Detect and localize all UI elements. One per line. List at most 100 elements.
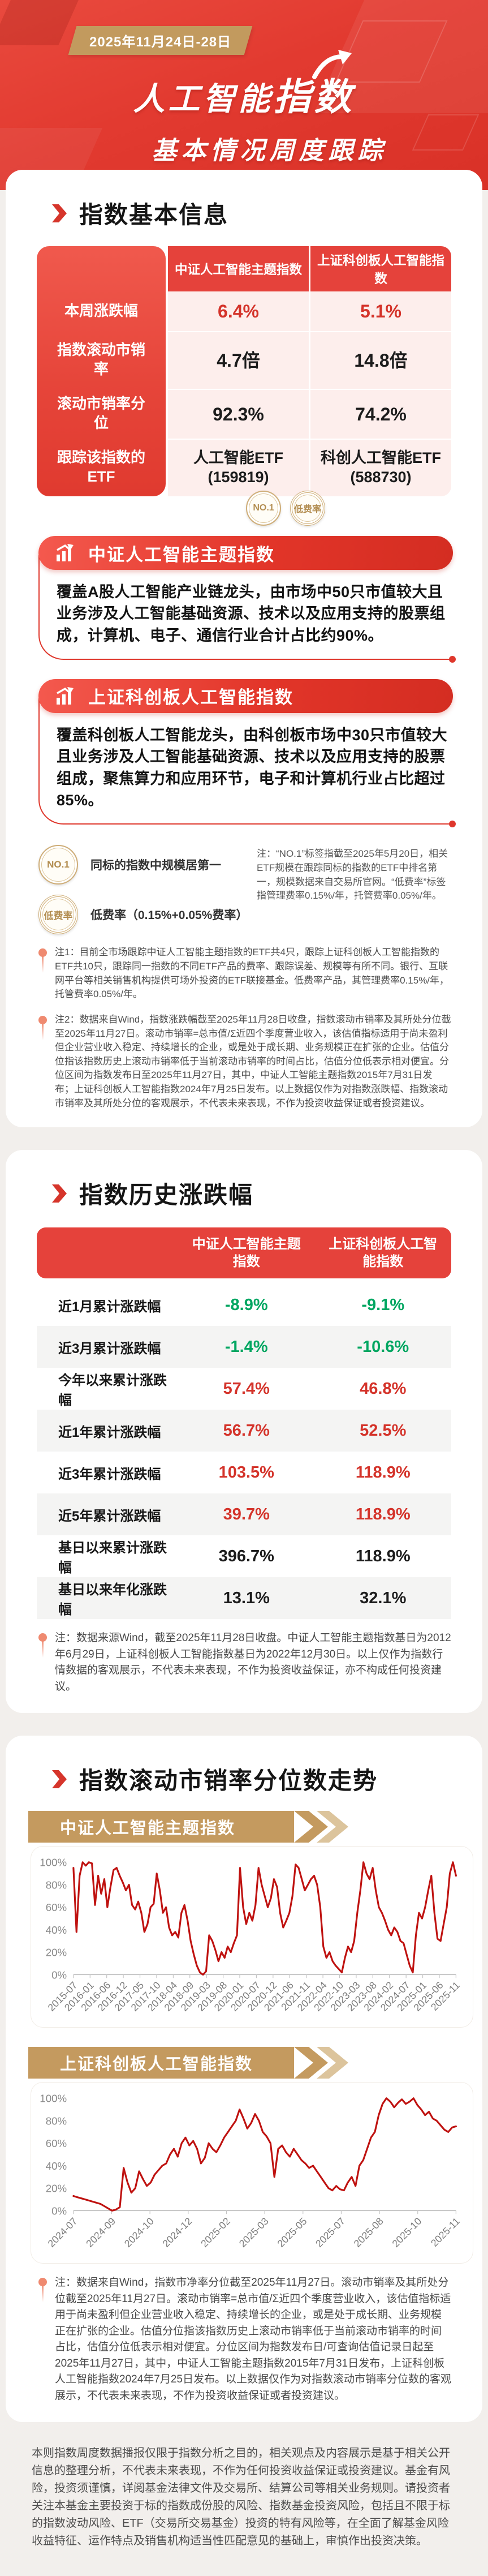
percentile-trend-card: 指数滚动市销率分位数走势 中证人工智能主题指数 0% 20% 40% 60% 80% 10… xyxy=(6,1736,482,2423)
index-desc-callout: 覆盖A股人工智能产业链龙头，由市场中50只市值较大且业务涉及人工智能基础资源、技… xyxy=(38,555,456,663)
section-title: 指数基本信息 xyxy=(79,201,229,228)
return-value: 396.7% xyxy=(218,1547,274,1565)
chart-growth-icon xyxy=(53,684,77,708)
return-value: 57.4% xyxy=(223,1379,270,1398)
gold-chevron-icon xyxy=(294,1811,348,1843)
table-body: 6.4% 5.1% 4.7倍 14.8倍 92.3% 74.2% 人工智能ETF xyxy=(168,291,451,496)
chart-panel-star: 0% 20% 40% 60% 80% 100% 2024-07 2024-09 2024-10 2… xyxy=(31,2082,473,2264)
hero-banner: 2025年11月24日-28日 人工智能指数 基本情况周度跟踪 xyxy=(0,0,488,190)
row-label: 基日以来累计涨跌幅 xyxy=(58,1540,167,1576)
index-banner-title: 上证科创板人工智能指数 xyxy=(88,688,293,708)
row-label: 跟踪该指数的ETF xyxy=(57,449,145,485)
cell-week-change-1: 6.4% xyxy=(218,301,259,321)
chart-panel-csi: 0% 20% 40% 60% 80% 100% 2015-07 2016-01 2016-06 2… xyxy=(31,1846,473,2028)
row-label: 本周涨跌幅 xyxy=(64,302,138,320)
return-value: 118.9% xyxy=(355,1547,411,1565)
disclaimer-text: 本则指数周度数据播报仅限于指数分析之目的，相关观点及内容展示是基于相关公开信息的… xyxy=(32,2447,450,2548)
index-description: 覆盖A股人工智能产业链龙头，由市场中50只市值较大且业务涉及人工智能基础资源、技… xyxy=(57,583,446,644)
chart-banner-title: 上证科创板人工智能指数 xyxy=(60,2055,253,2074)
history-table-row: 近3月累计涨跌幅 -1.4% -10.6% xyxy=(37,1326,451,1368)
row-label: 近3年累计涨跌幅 xyxy=(58,1466,161,1482)
basic-info-card: 指数基本信息 本周涨跌幅 指数滚动市销率 滚动市销率分位 跟踪该指数的ETF 中… xyxy=(6,170,482,1128)
table-header: 中证人工智能主题指数 上证科创板人工智能指数 xyxy=(168,246,451,291)
return-value: 13.1% xyxy=(223,1588,270,1607)
return-value: -9.1% xyxy=(361,1295,405,1314)
return-value: -8.9% xyxy=(224,1295,268,1314)
return-value: 46.8% xyxy=(360,1379,407,1398)
svg-text:100%: 100% xyxy=(40,2093,67,2105)
svg-text:80%: 80% xyxy=(46,2115,67,2127)
svg-text:20%: 20% xyxy=(46,2183,67,2195)
history-table-header: 中证人工智能主题指数 上证科创板人工智能指数 xyxy=(37,1227,451,1279)
section-title: 指数历史涨跌幅 xyxy=(79,1182,254,1209)
row-label: 指数滚动市销率 xyxy=(57,341,145,377)
note-text: 注2：数据来自Wind，指数涨跌幅截至2025年11月28日收盘，指数滚动市销率… xyxy=(55,1014,451,1109)
note-2: 注2：数据来自Wind，指数涨跌幅截至2025年11月28日收盘，指数滚动市销率… xyxy=(38,1013,451,1110)
index-desc-block-csi: 中证人工智能主题指数 覆盖A股人工智能产业链龙头，由市场中50只市值较大且业务涉… xyxy=(38,536,456,663)
return-value: 118.9% xyxy=(355,1505,411,1523)
svg-text:2025-08: 2025-08 xyxy=(352,2216,386,2249)
row-label: 基日以来年化涨跌幅 xyxy=(58,1582,167,1618)
cell-ps-ratio-1: 4.7倍 xyxy=(217,350,260,371)
history-returns-card: 指数历史涨跌幅 中证人工智能主题指数 上证科创板人工智能指数 近1月累计涨跌幅 -… xyxy=(6,1150,482,1714)
row-label: 近1月累计涨跌幅 xyxy=(58,1299,161,1315)
etf-name: 科创人工智能ETF xyxy=(321,449,441,467)
section-chevron-icon xyxy=(52,1770,67,1788)
page-subtitle: 基本情况周度跟踪 xyxy=(152,137,387,165)
chart-banner-star: 上证科创板人工智能指数 xyxy=(28,2047,348,2079)
return-value: 56.7% xyxy=(223,1421,270,1440)
history-table-row: 基日以来累计涨跌幅 396.7% 118.9% xyxy=(37,1535,451,1578)
svg-text:40%: 40% xyxy=(46,1924,67,1936)
legend-label: 低费率（0.15%+0.05%费率） xyxy=(90,909,248,922)
low-fee-badge-icon: 低费率 xyxy=(38,895,78,935)
row-label: 近5年累计涨跌幅 xyxy=(58,1508,161,1524)
note-text: 注1：目前全市场跟踪中证人工智能主题指数的ETF共4只，跟踪上证科创板人工智能指… xyxy=(55,947,450,1000)
index-banner-star: 上证科创板人工智能指数 xyxy=(38,679,453,713)
badge-note: 注：“NO.1”标签指截至2025年5月20日，相关ETF规模在跟踪同标的指数的… xyxy=(257,848,448,901)
svg-text:2025-03: 2025-03 xyxy=(237,2216,271,2249)
svg-text:0%: 0% xyxy=(51,1969,67,1981)
note-1: 注1：目前全市场跟踪中证人工智能主题指数的ETF共4只，跟踪上证科创板人工智能指… xyxy=(38,946,451,1002)
section-header-history: 指数历史涨跌幅 xyxy=(6,1150,482,1210)
history-table-row: 近1年累计涨跌幅 56.7% 52.5% xyxy=(37,1410,451,1452)
return-value: -1.4% xyxy=(224,1337,268,1356)
no1-badge-icon: NO.1 xyxy=(246,491,281,526)
column-header: 中证人工智能主题指数 xyxy=(174,263,302,277)
trend-arrow-icon xyxy=(312,50,352,79)
cell-ps-percentile-1: 92.3% xyxy=(213,404,264,424)
svg-text:2025-07: 2025-07 xyxy=(313,2216,347,2249)
legend-item-no1: NO.1 同标的指数中规模居第一 xyxy=(38,845,242,885)
svg-text:40%: 40% xyxy=(46,2160,67,2172)
svg-text:2024-12: 2024-12 xyxy=(160,2216,194,2249)
svg-text:60%: 60% xyxy=(46,2137,67,2149)
return-value: 52.5% xyxy=(360,1421,407,1440)
history-table-row: 近1月累计涨跌幅 -8.9% -9.1% xyxy=(37,1284,451,1326)
line-chart-star: 0%20%40%60%80%100%2024-07 2024-09 2024-10 2… xyxy=(40,2093,462,2249)
svg-text:60%: 60% xyxy=(46,1901,67,1913)
index-description: 覆盖科创板人工智能龙头，由科创板市场中30只市值较大且业务涉及人工智能基础资源、… xyxy=(57,726,448,809)
pin-icon xyxy=(38,1015,47,1040)
row-label: 今年以来累计涨跌幅 xyxy=(58,1373,167,1409)
disclaimer: 本则指数周度数据播报仅限于指数分析之目的，相关观点及内容展示是基于相关公开信息的… xyxy=(0,2422,488,2576)
history-table-rows: 近1月累计涨跌幅 -8.9% -9.1% 近3月累计涨跌幅 -1.4% -10.6% 今年以… xyxy=(37,1284,451,1620)
table-row: 人工智能ETF (159819) 科创人工智能ETF (588730) xyxy=(168,439,451,496)
section-header-basic-info: 指数基本信息 xyxy=(6,170,482,230)
basic-info-table: 本周涨跌幅 指数滚动市销率 滚动市销率分位 跟踪该指数的ETF 中证人工智能主题… xyxy=(37,246,451,496)
svg-text:2024-10: 2024-10 xyxy=(122,2216,156,2249)
svg-text:2025-10: 2025-10 xyxy=(390,2216,424,2249)
svg-text:2025-02: 2025-02 xyxy=(198,2216,232,2249)
date-badge: 2025年11月24日-28日 xyxy=(68,26,253,55)
svg-text:20%: 20% xyxy=(46,1947,67,1959)
history-note: 注：数据来源Wind，截至2025年11月28日收盘。中证人工智能主题指数基日为… xyxy=(38,1630,451,1695)
row-label: 近1年累计涨跌幅 xyxy=(58,1424,161,1440)
index-desc-block-star: 上证科创板人工智能指数 覆盖科创板人工智能龙头，由科创板市场中30只市值较大且业… xyxy=(38,679,456,828)
legend-label: 同标的指数中规模居第一 xyxy=(90,859,221,873)
etf-code: (159819) xyxy=(208,469,269,486)
section-chevron-icon xyxy=(52,1184,67,1203)
etf-badges: NO.1 低费率 xyxy=(201,491,370,526)
section-chevron-icon xyxy=(52,204,67,222)
row-label: 近3月累计涨跌幅 xyxy=(58,1341,161,1356)
cell-etf-2: 科创人工智能ETF (588730) xyxy=(309,440,451,496)
badge-legend: NO.1 同标的指数中规模居第一 低费率 低费率（0.15%+0.05%费率） … xyxy=(38,845,451,935)
low-fee-badge-icon: 低费率 xyxy=(290,491,325,526)
